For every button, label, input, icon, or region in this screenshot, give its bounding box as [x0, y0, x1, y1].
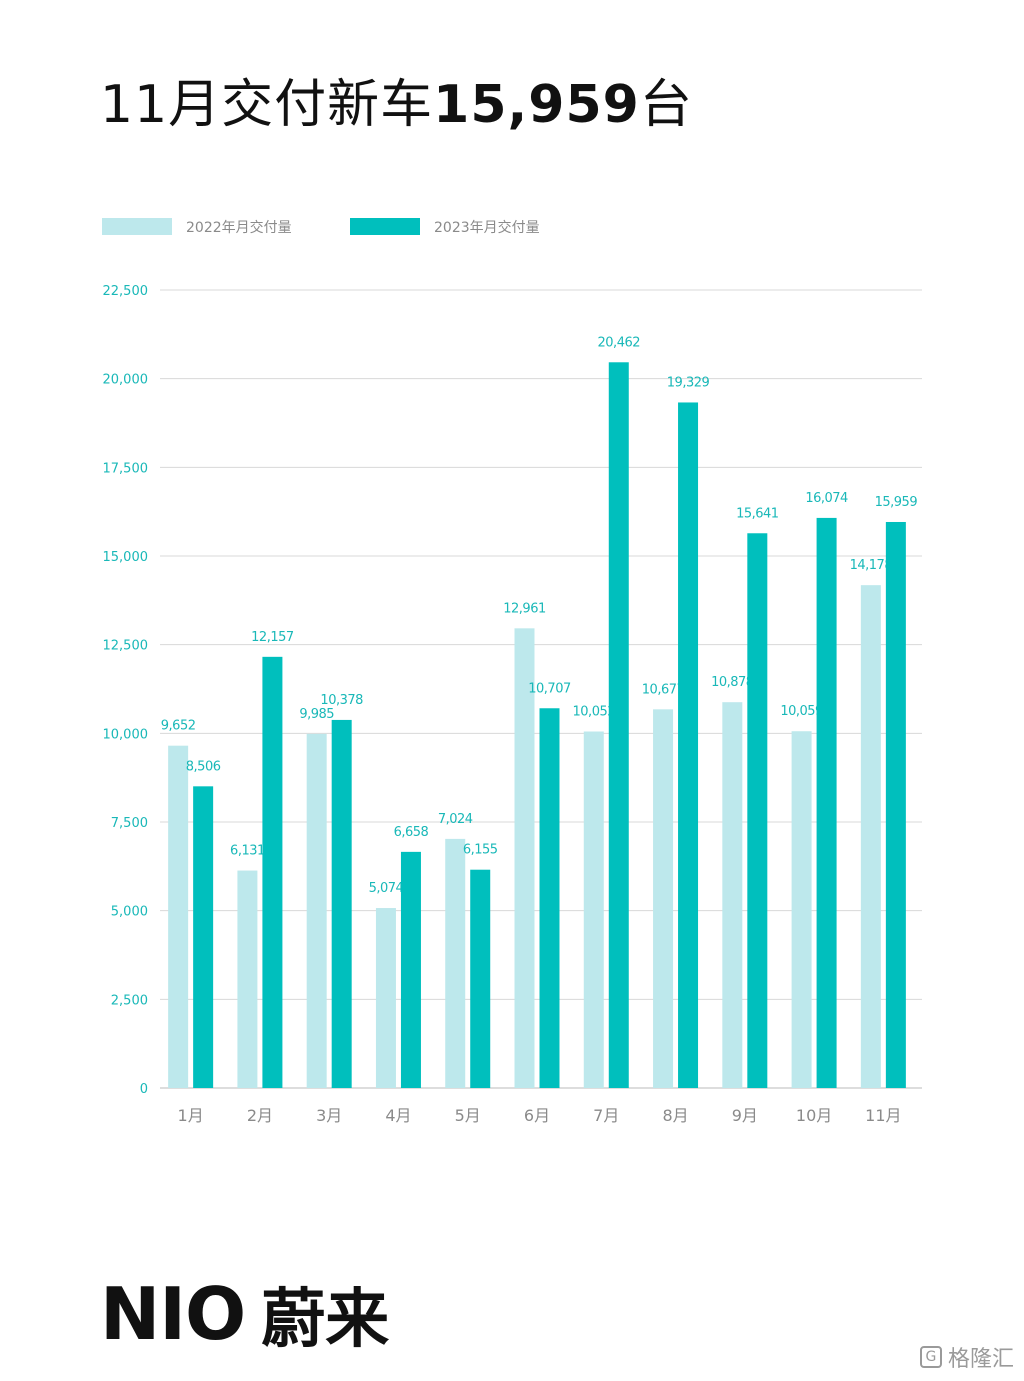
data-label-2022-9: 10,878 [711, 675, 754, 690]
page-title: 11月交付新车15,959台 [100, 62, 693, 137]
x-tick-label-5: 5月 [455, 1106, 481, 1125]
y-tick-label-8: 20,000 [103, 373, 149, 388]
logo-cn-text: 蔚来 [261, 1283, 390, 1357]
data-label-2022-7: 10,052 [573, 704, 616, 719]
bar-2023-5 [470, 869, 491, 1088]
x-tick-label-10: 10月 [796, 1106, 832, 1125]
data-label-2023-11: 15,959 [875, 495, 918, 510]
data-label-2023-3: 10,378 [320, 693, 363, 708]
y-tick-label-1: 2,500 [111, 993, 148, 1008]
data-label-2023-10: 16,074 [805, 491, 848, 506]
data-label-2023-6: 10,707 [528, 681, 571, 696]
bar-2022-9 [722, 702, 743, 1088]
bar-2023-10 [816, 517, 837, 1088]
bar-2022-3 [306, 733, 327, 1088]
bar-2023-9 [747, 533, 768, 1088]
brand-logo: NIO 蔚来 [100, 1268, 389, 1360]
bar-2023-2 [262, 656, 283, 1088]
legend-label-0: 2022年月交付量 [186, 219, 292, 236]
bar-2022-8 [653, 709, 674, 1088]
y-tick-label-6: 15,000 [103, 550, 149, 565]
data-label-2022-3: 9,985 [299, 707, 334, 722]
y-tick-label-0: 0 [140, 1082, 148, 1097]
x-tick-label-11: 11月 [865, 1106, 901, 1125]
data-label-2023-2: 12,157 [251, 630, 294, 645]
title-suffix: 台 [639, 75, 693, 135]
data-label-2023-9: 15,641 [736, 506, 779, 521]
x-tick-label-7: 7月 [593, 1106, 619, 1125]
bar-2023-1 [193, 786, 214, 1088]
x-tick-label-1: 1月 [178, 1106, 204, 1125]
bar-2022-11 [860, 585, 881, 1088]
legend-swatch-1 [350, 218, 420, 235]
bar-2022-4 [375, 908, 396, 1088]
watermark: G 格隆汇 [919, 1341, 1014, 1373]
legend-label-1: 2023年月交付量 [434, 219, 540, 236]
x-tick-label-9: 9月 [732, 1106, 758, 1125]
bar-2022-6 [514, 628, 535, 1088]
bar-2022-1 [168, 745, 189, 1088]
bar-2023-11 [885, 521, 906, 1088]
bar-2023-7 [608, 362, 629, 1088]
x-tick-label-6: 6月 [524, 1106, 550, 1125]
logo-nio-text: NIO [100, 1272, 246, 1356]
data-label-2022-8: 10,677 [642, 682, 685, 697]
data-label-2023-8: 19,329 [667, 375, 710, 390]
x-tick-label-4: 4月 [385, 1106, 411, 1125]
data-label-2022-10: 10,059 [780, 704, 823, 719]
x-tick-label-3: 3月 [316, 1106, 342, 1125]
bar-2022-10 [791, 731, 812, 1088]
x-tick-label-2: 2月 [247, 1106, 273, 1125]
title-number: 15,959 [433, 75, 640, 135]
data-label-2023-5: 6,155 [463, 843, 498, 858]
data-label-2023-1: 8,506 [186, 759, 221, 774]
x-tick-label-8: 8月 [662, 1106, 688, 1125]
y-tick-label-5: 12,500 [103, 639, 149, 654]
y-tick-label-4: 10,000 [103, 727, 149, 742]
data-label-2023-7: 20,462 [598, 335, 641, 350]
y-tick-label-9: 22,500 [103, 284, 149, 299]
bar-2023-3 [331, 719, 352, 1088]
delivery-bar-chart: 2022年月交付量 2023年月交付量 0 2,500 5,000 7,500 10,000… [102, 218, 922, 1125]
bar-2023-6 [539, 708, 560, 1088]
watermark-g-icon: G [919, 1346, 942, 1368]
bar-2022-7 [583, 731, 604, 1088]
data-label-2022-2: 6,131 [230, 844, 265, 859]
bar-2022-2 [237, 870, 258, 1088]
watermark-text: 格隆汇 [947, 1347, 1014, 1372]
data-label-2022-6: 12,961 [503, 601, 546, 616]
data-label-2022-5: 7,024 [438, 812, 473, 827]
data-label-2023-4: 6,658 [394, 825, 429, 840]
bar-2023-4 [400, 851, 421, 1088]
legend-swatch-0 [102, 218, 172, 235]
bar-2023-8 [678, 402, 699, 1088]
y-tick-label-7: 17,500 [103, 461, 149, 476]
bar-2022-5 [445, 838, 466, 1088]
y-tick-label-3: 7,500 [111, 816, 148, 831]
y-tick-label-2: 5,000 [111, 905, 148, 920]
title-prefix: 11月交付新车 [100, 75, 434, 135]
data-label-2022-11: 14,178 [850, 558, 893, 573]
data-label-2022-1: 9,652 [161, 719, 196, 734]
data-label-2022-4: 5,074 [369, 881, 404, 896]
